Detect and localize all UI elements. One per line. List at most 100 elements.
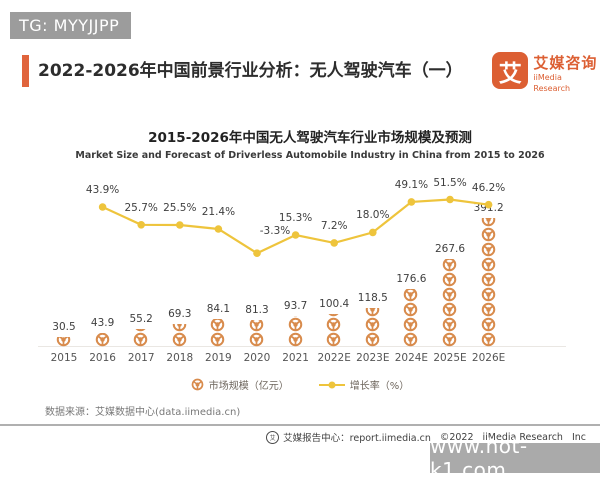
legend-market-size: 市场规模（亿元） xyxy=(191,377,289,392)
steering-wheel-icon xyxy=(481,272,495,287)
steering-wheel-icon xyxy=(481,332,495,347)
growth-label-2016: 43.9% xyxy=(85,184,120,196)
site-watermark: www.hot-k1.com xyxy=(430,434,600,480)
bar-2018 xyxy=(172,324,188,347)
steering-wheel-icon xyxy=(293,316,297,317)
line-marker-icon xyxy=(318,380,345,390)
steering-wheel-icon xyxy=(404,317,418,332)
steering-wheel-icon xyxy=(135,328,146,332)
iimedia-logo-icon: 艾 xyxy=(492,52,529,89)
steering-wheel-icon xyxy=(481,317,495,332)
steering-wheel-icon xyxy=(191,378,204,391)
steering-wheel-icon xyxy=(326,317,341,332)
bar-2016 xyxy=(95,332,111,348)
bar-value-2025E: 267.6 xyxy=(434,242,466,255)
iimedia-footer-icon: 艾 xyxy=(266,430,280,444)
bar-2026E xyxy=(481,217,497,347)
steering-wheel-icon xyxy=(442,317,457,332)
iimedia-logo: 艾 艾媒咨询 iiMedia Research xyxy=(492,52,600,94)
x-label-2022E: 2022E xyxy=(317,352,351,364)
bar-value-2026E: 391.2 xyxy=(473,201,504,214)
footer-credit: 艾 艾媒报告中心：report.iimedia.cn ©2022 iiMedia… xyxy=(266,430,586,444)
steering-wheel-icon xyxy=(442,272,457,287)
bar-2023E xyxy=(365,307,381,347)
steering-wheel-icon xyxy=(211,332,225,347)
steering-wheel-icon xyxy=(442,302,457,317)
bar-2022E xyxy=(326,313,342,347)
steering-wheel-icon xyxy=(404,288,418,302)
bar-2024E xyxy=(403,288,419,347)
x-label-2024E: 2024E xyxy=(394,352,429,364)
growth-label-2020: -3.3% xyxy=(259,225,291,238)
steering-wheel-icon xyxy=(365,307,380,317)
steering-wheel-icon xyxy=(211,319,225,332)
steering-wheel-icon xyxy=(442,287,457,302)
steering-wheel-icon xyxy=(56,336,71,347)
footer-report-center: 艾媒报告中心：report.iimedia.cn xyxy=(283,433,431,444)
legend-market-size-label: 市场规模（亿元） xyxy=(208,381,289,392)
legend-growth-rate: 增长率（%） xyxy=(318,377,410,392)
steering-wheel-icon xyxy=(249,320,264,332)
growth-label-2022E: 7.2% xyxy=(320,219,348,232)
bar-value-2018: 69.3 xyxy=(168,308,192,321)
growth-label-2017: 25.7% xyxy=(124,201,158,214)
growth-label-2021: 15.3% xyxy=(278,212,313,224)
bar-value-2015: 30.5 xyxy=(52,320,76,333)
steering-wheel-icon xyxy=(442,258,457,272)
bar-2025E xyxy=(442,258,458,347)
bar-value-2022E: 100.4 xyxy=(319,297,350,310)
steering-wheel-icon xyxy=(172,332,187,347)
bar-value-2017: 55.2 xyxy=(129,312,153,325)
bar-value-2016: 43.9 xyxy=(90,316,115,329)
x-label-2016: 2016 xyxy=(89,352,116,364)
steering-wheel-icon xyxy=(249,332,264,347)
bar-value-2024E: 176.6 xyxy=(396,272,427,285)
chart-legend: 市场规模（亿元） 增长率（%） xyxy=(0,377,600,392)
data-source-note: 数据来源：艾媒数据中心(data.iimedia.cn) xyxy=(45,407,241,418)
chart-subtitle-en: Market Size and Forecast of Driverless A… xyxy=(75,150,545,161)
bar-2015 xyxy=(56,336,72,347)
footer-company: iiMedia Research xyxy=(482,431,563,443)
iimedia-logo-text: 艾媒咨询 iiMedia Research xyxy=(533,52,600,94)
steering-wheel-icon xyxy=(288,317,302,332)
x-label-2017: 2017 xyxy=(127,352,155,364)
steering-wheel-icon xyxy=(404,332,418,347)
x-label-2019: 2019 xyxy=(205,352,232,364)
x-axis-baseline xyxy=(38,346,566,347)
logo-subtitle: iiMedia Research xyxy=(533,73,571,93)
steering-wheel-icon xyxy=(404,302,418,317)
steering-wheel-icon xyxy=(288,332,302,347)
page-title: 2022-2026年中国前景行业分析：无人驾驶汽车（一） xyxy=(38,61,463,81)
steering-wheel-icon xyxy=(328,313,339,317)
growth-label-2019: 21.4% xyxy=(201,206,236,218)
bar-2020 xyxy=(249,320,265,347)
footer-divider xyxy=(0,424,600,426)
steering-wheel-icon xyxy=(481,227,495,242)
steering-wheel-icon xyxy=(481,257,495,272)
growth-label-2018: 25.5% xyxy=(163,202,197,214)
bar-value-2019: 84.1 xyxy=(206,303,231,316)
growth-label-2023E: 18.0% xyxy=(356,209,390,222)
chart-title: 2015-2026年中国无人驾驶汽车行业市场规模及预测 xyxy=(148,130,472,146)
bar-2019 xyxy=(210,319,226,347)
x-label-2020: 2020 xyxy=(243,352,271,364)
bar-2017 xyxy=(133,328,149,347)
x-label-2023E: 2023E xyxy=(356,352,390,364)
footer-copyright: ©2022 xyxy=(439,431,474,443)
steering-wheel-icon xyxy=(481,287,495,302)
bar-value-2023E: 118.5 xyxy=(357,291,388,304)
x-label-2018: 2018 xyxy=(166,352,194,364)
growth-label-2026E: 46.2% xyxy=(471,181,506,194)
title-accent-bar xyxy=(22,55,29,87)
growth-label-2025E: 51.5% xyxy=(433,176,467,189)
steering-wheel-icon xyxy=(481,302,495,317)
steering-wheel-icon xyxy=(365,332,380,347)
legend-growth-rate-label: 增长率（%） xyxy=(349,381,410,392)
steering-wheel-icon xyxy=(133,332,148,347)
growth-label-2024E: 49.1% xyxy=(394,178,429,191)
steering-wheel-icon xyxy=(191,378,204,391)
bar-value-2020: 81.3 xyxy=(245,304,269,317)
steering-wheel-icon xyxy=(95,332,109,347)
bar-value-2021: 93.7 xyxy=(283,300,308,313)
